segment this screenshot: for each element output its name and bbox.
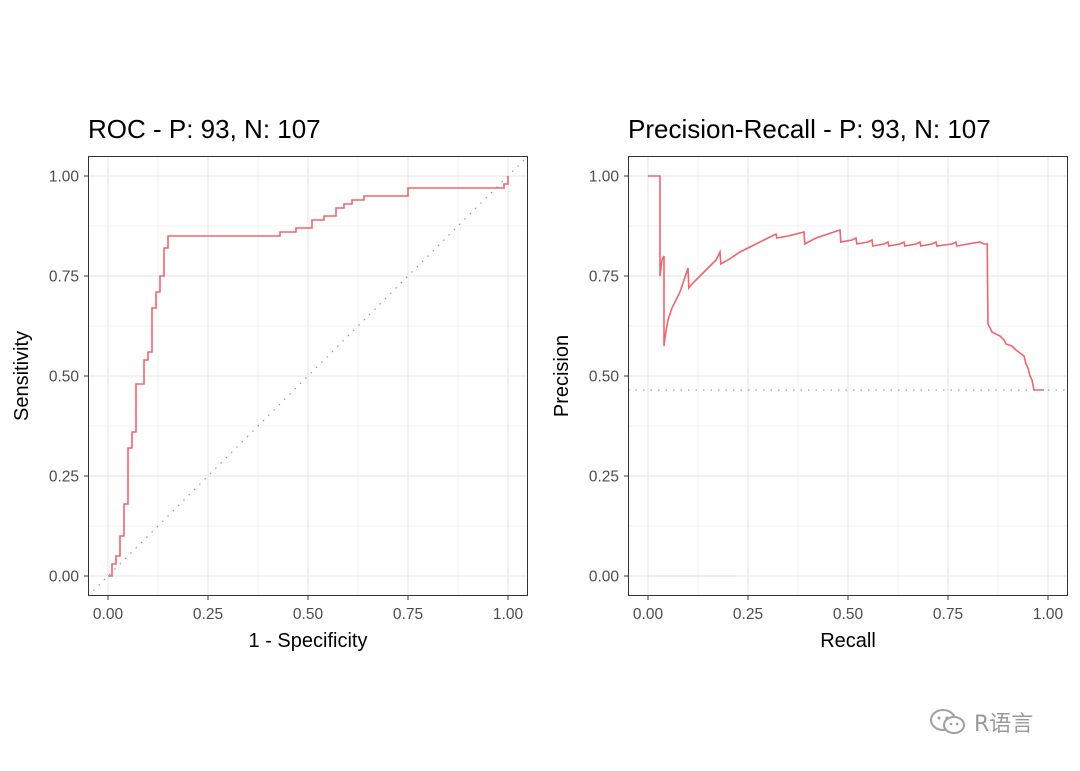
y-axis-title: Precision: [551, 335, 573, 417]
chart-title: ROC - P: 93, N: 107: [88, 114, 321, 144]
x-axis-title: 1 - Specificity: [249, 630, 368, 652]
watermark-text: R语言: [974, 712, 1034, 737]
y-tick-label: 1.00: [589, 169, 620, 186]
x-tick-label: 0.75: [933, 606, 963, 623]
x-tick-label: 0.75: [393, 606, 423, 623]
watermark: R语言: [928, 706, 1033, 738]
y-tick-label: 1.00: [49, 169, 80, 186]
y-tick-label: 0.25: [49, 469, 79, 486]
x-tick-label: 0.50: [833, 606, 864, 623]
x-tick-label: 1.00: [1033, 606, 1064, 623]
baseline-dotted-line: [88, 156, 528, 596]
curve-line: [648, 175, 1044, 391]
x-tick-label: 0.25: [193, 606, 223, 623]
x-tick-label: 0.00: [633, 606, 664, 623]
roc-panel: 0.00 0.00 0.25 0.25 0.50 0.50 0.75 0.75 1.00 1.00…: [11, 114, 528, 652]
wechat-icon: [930, 709, 965, 734]
y-axis-title: Sensitivity: [11, 331, 33, 421]
series-group: [88, 156, 528, 596]
x-tick-label: 1.00: [493, 606, 524, 623]
y-tick-label: 0.75: [589, 269, 619, 286]
y-tick-label: 0.00: [589, 569, 620, 586]
precision-recall-panel: 0.00 0.00 0.25 0.25 0.50 0.50 0.75 0.75 1.00 1.00…: [551, 114, 1068, 652]
y-tick-label: 0.75: [49, 269, 79, 286]
panel-border: [628, 156, 1068, 596]
curve-line: [108, 176, 509, 577]
series-group: [628, 175, 1068, 577]
y-tick-label: 0.50: [49, 369, 80, 386]
y-tick-label: 0.25: [589, 469, 619, 486]
y-tick-label: 0.50: [589, 369, 620, 386]
chart-title: Precision-Recall - P: 93, N: 107: [628, 114, 991, 144]
x-tick-label: 0.25: [733, 606, 763, 623]
x-tick-label: 0.50: [293, 606, 324, 623]
x-axis-title: Recall: [820, 630, 876, 652]
y-tick-label: 0.00: [49, 569, 80, 586]
panel-border: [88, 156, 528, 596]
x-tick-label: 0.00: [93, 606, 124, 623]
